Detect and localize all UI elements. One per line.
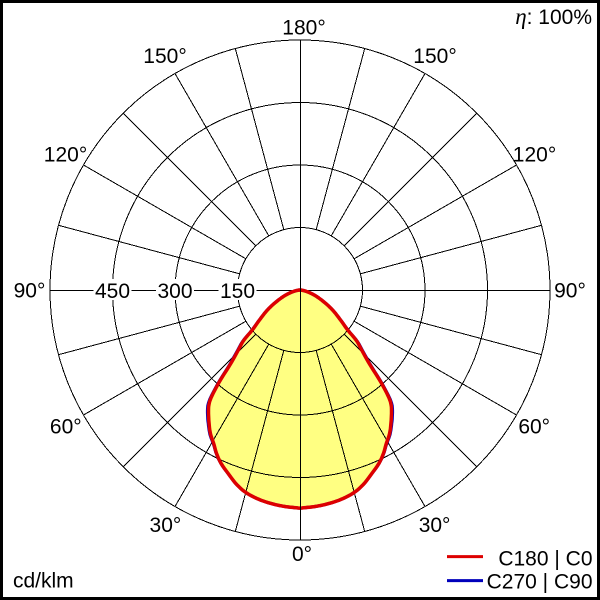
svg-text:150°: 150°	[413, 45, 456, 68]
svg-text:120°: 120°	[513, 143, 556, 166]
svg-text:120°: 120°	[44, 143, 87, 166]
svg-text:30°: 30°	[419, 514, 451, 537]
svg-text:η: 100%: η: 100%	[515, 4, 592, 29]
svg-text:90°: 90°	[554, 279, 586, 302]
svg-text:30°: 30°	[150, 514, 182, 537]
svg-text:C180 | C0: C180 | C0	[498, 548, 592, 571]
svg-text:cd/klm: cd/klm	[13, 570, 74, 593]
svg-text:180°: 180°	[282, 16, 325, 39]
svg-text:60°: 60°	[50, 415, 82, 438]
svg-text:60°: 60°	[518, 415, 550, 438]
svg-text:C270 | C90: C270 | C90	[487, 571, 593, 594]
svg-text:450: 450	[95, 280, 130, 303]
svg-text:0°: 0°	[292, 543, 312, 566]
svg-text:150: 150	[220, 280, 255, 303]
svg-text:150°: 150°	[143, 45, 186, 68]
svg-text:300: 300	[157, 280, 192, 303]
svg-text:90°: 90°	[14, 279, 46, 302]
